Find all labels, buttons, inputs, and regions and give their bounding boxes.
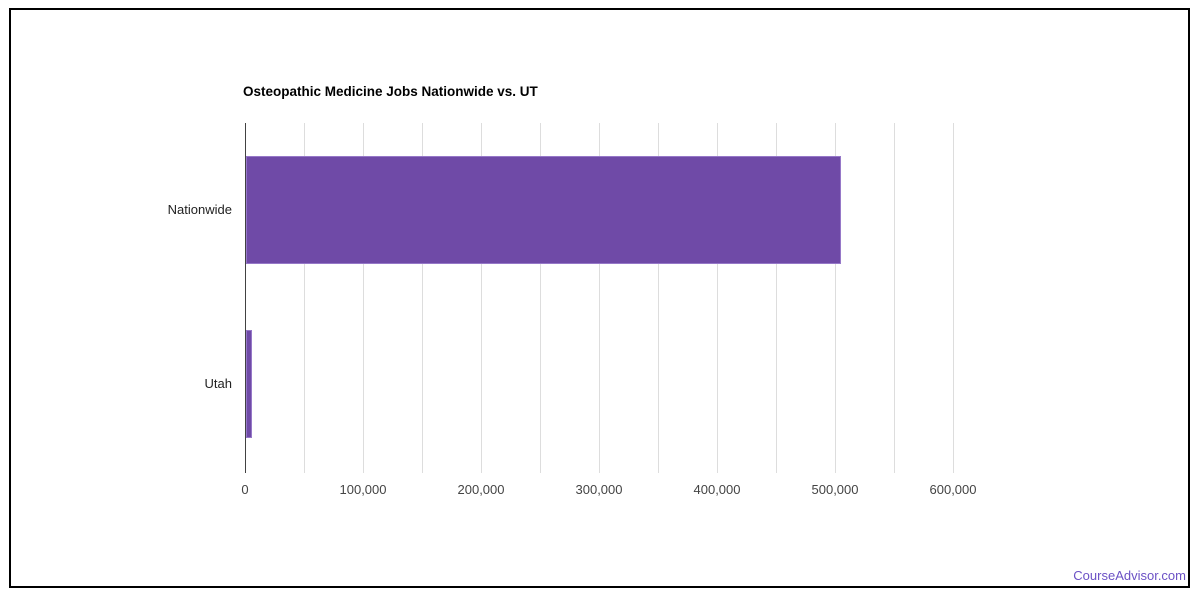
- x-tick-label-0: 0: [241, 482, 249, 497]
- gridline: [481, 123, 482, 473]
- x-tick-label-500000: 500,000: [811, 482, 859, 497]
- courseadvisor-watermark-link[interactable]: CourseAdvisor.com: [1073, 568, 1186, 583]
- gridline: [599, 123, 600, 473]
- y-axis-baseline: [245, 123, 246, 473]
- gridline: [422, 123, 423, 473]
- gridline: [776, 123, 777, 473]
- x-tick-label-100000: 100,000: [339, 482, 387, 497]
- gridline: [894, 123, 895, 473]
- gridline: [658, 123, 659, 473]
- gridline: [540, 123, 541, 473]
- bar-nationwide: [246, 156, 841, 264]
- chart-title: Osteopathic Medicine Jobs Nationwide vs.…: [243, 84, 538, 99]
- gridline: [304, 123, 305, 473]
- category-label-utah: Utah: [204, 376, 232, 391]
- gridline: [363, 123, 364, 473]
- gridline: [717, 123, 718, 473]
- x-tick-label-200000: 200,000: [457, 482, 505, 497]
- gridline: [835, 123, 836, 473]
- category-label-nationwide: Nationwide: [167, 202, 232, 217]
- x-tick-label-600000: 600,000: [929, 482, 977, 497]
- x-tick-label-300000: 300,000: [575, 482, 623, 497]
- bar-utah: [246, 330, 252, 438]
- x-tick-label-400000: 400,000: [693, 482, 741, 497]
- plot-area: [245, 123, 990, 473]
- gridline: [953, 123, 954, 473]
